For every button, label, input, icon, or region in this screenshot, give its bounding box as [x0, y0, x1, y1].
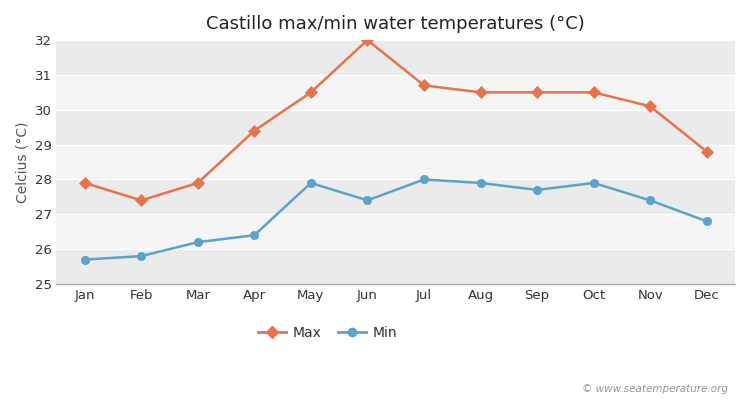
Max: [307, 90, 316, 95]
Min: [80, 257, 89, 262]
Max: [532, 90, 542, 95]
Min: [250, 233, 259, 238]
Line: Min: Min: [80, 175, 711, 264]
Max: [363, 38, 372, 42]
Bar: [56, 40, 735, 75]
Max: [476, 90, 485, 95]
Bar: [56, 145, 735, 180]
Min: [363, 198, 372, 203]
Min: [532, 188, 542, 192]
Min: [136, 254, 146, 258]
Max: [702, 149, 711, 154]
Bar: [56, 180, 735, 214]
Bar: [56, 110, 735, 145]
Max: [136, 198, 146, 203]
Min: [590, 180, 598, 185]
Min: [307, 180, 316, 185]
Min: [646, 198, 655, 203]
Title: Castillo max/min water temperatures (°C): Castillo max/min water temperatures (°C): [206, 15, 585, 33]
Bar: [56, 214, 735, 249]
Min: [702, 219, 711, 224]
Max: [80, 180, 89, 185]
Bar: [56, 75, 735, 110]
Max: [419, 83, 428, 88]
Min: [194, 240, 202, 244]
Line: Max: Max: [80, 36, 711, 204]
Y-axis label: Celcius (°C): Celcius (°C): [15, 121, 29, 203]
Max: [194, 180, 202, 185]
Text: © www.seatemperature.org: © www.seatemperature.org: [581, 384, 728, 394]
Legend: Max, Min: Max, Min: [253, 320, 404, 345]
Max: [646, 104, 655, 109]
Max: [590, 90, 598, 95]
Min: [419, 177, 428, 182]
Bar: [56, 249, 735, 284]
Max: [250, 128, 259, 133]
Min: [476, 180, 485, 185]
